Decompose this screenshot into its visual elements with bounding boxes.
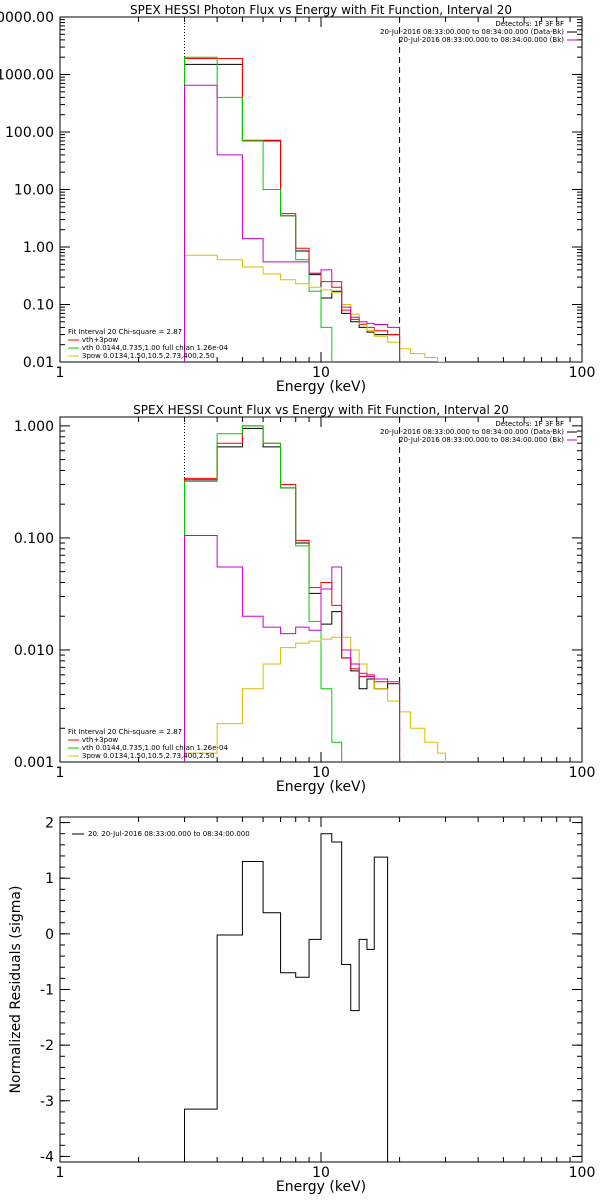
- series-3pow: [184, 636, 447, 762]
- y-tick-label: 0.010: [14, 643, 54, 659]
- plot-area: [184, 833, 389, 1162]
- chart-panel-3: 1 10 100 -4 -3 -2 -1 0 1 2 Energy (keV) Normalized …: [8, 816, 595, 1195]
- x-tick-label: 10: [312, 1165, 330, 1181]
- chart-panel-1: SPEX HESSI Photon Flux vs Energy with Fi…: [0, 3, 595, 395]
- legend-bottom-entry: Fit Interval 20 Chi-square = 2.87: [68, 728, 182, 736]
- y-axis-title: Normalized Residuals (sigma): [8, 886, 24, 1094]
- chart-title: SPEX HESSI Photon Flux vs Energy with Fi…: [130, 3, 512, 17]
- y-tick-label: 0: [45, 927, 54, 943]
- x-axis-title: Energy (keV): [276, 779, 366, 795]
- y-tick-label: -3: [40, 1094, 54, 1110]
- plot-area: [184, 56, 446, 362]
- legend-bottom-entry: Fit Interval 20 Chi-square = 2.87: [68, 328, 182, 336]
- legend-top-entry: Detectors: 1F 3F 8F: [495, 20, 564, 28]
- series-bk: [184, 84, 401, 362]
- series-vth: [184, 425, 343, 762]
- y-tick-label: 0.100: [14, 531, 54, 547]
- y-tick-label: 0.10: [23, 298, 54, 314]
- y-tick-label: 1000.00: [0, 68, 54, 84]
- legend-bottom-entry: 3pow 0.0134,1.50,10.5,2.73,400,2.50: [82, 752, 214, 760]
- series-vth-3pow: [184, 57, 401, 362]
- y-tick-label: 1.000: [14, 419, 54, 435]
- legend-top-entry: Detectors: 1F 3F 8F: [495, 420, 564, 428]
- x-tick-label: 100: [569, 365, 596, 381]
- x-tick-label: 10: [312, 765, 330, 781]
- x-tick-label: 1: [56, 1165, 65, 1181]
- legend-bottom-entry: vth+3pow: [82, 336, 118, 344]
- y-tick-label: 0.001: [14, 755, 54, 771]
- plot-area: [184, 425, 447, 762]
- x-axis-title: Energy (keV): [276, 379, 366, 395]
- x-tick-label: 100: [569, 765, 596, 781]
- y-tick-label: 1: [45, 871, 54, 887]
- legend-bottom-entry: 3pow 0.0134,1.50,10.5,2.73,400,2.50: [82, 352, 214, 360]
- x-tick-label: 100: [569, 1165, 596, 1181]
- legend-bottom-entry: vth+3pow: [82, 736, 118, 744]
- series-bk: [184, 535, 401, 762]
- legend-bottom-entry: vth 0.0144,0.735,1.00 full chian 1.26e-0…: [82, 744, 228, 752]
- series-vth: [184, 56, 343, 362]
- series-20-20-jul-2016-08-33-00-000-to-08-34-00-000: [184, 833, 389, 1162]
- y-tick-label: 10.00: [14, 183, 54, 199]
- legend-top-entry: 20-Jul-2016 08:33:00.000 to 08:34:00.000…: [380, 428, 564, 436]
- legend-inline-entry: 20. 20-Jul-2016 08:33:00.000 to 08:34:00…: [88, 830, 250, 838]
- y-tick-label: 100.00: [5, 125, 54, 141]
- chart-title: SPEX HESSI Count Flux vs Energy with Fit…: [133, 403, 509, 417]
- legend-top-entry: 20-Jul-2016 08:33:00.000 to 08:34:00.000…: [399, 36, 564, 44]
- legend-top-entry: 20-Jul-2016 08:33:00.000 to 08:34:00.000…: [399, 436, 564, 444]
- chart-panel-2: SPEX HESSI Count Flux vs Energy with Fit…: [14, 403, 595, 795]
- x-tick-label: 1: [56, 765, 65, 781]
- legend-top-entry: 20-Jul-2016 08:33:00.000 to 08:34:00.000…: [380, 28, 564, 36]
- y-tick-label: -1: [40, 983, 54, 999]
- y-tick-label: 2: [45, 816, 54, 832]
- series-data-bk: [184, 427, 401, 762]
- x-tick-label: 1: [56, 365, 65, 381]
- y-tick-label: 0.01: [23, 355, 54, 371]
- x-axis-title: Energy (keV): [276, 1179, 366, 1195]
- x-tick-label: 10: [312, 365, 330, 381]
- y-tick-label: -4: [40, 1149, 54, 1165]
- y-tick-label: -2: [40, 1038, 54, 1054]
- y-tick-label: 1.00: [23, 240, 54, 256]
- y-tick-label: 0000.00: [0, 10, 54, 26]
- legend-bottom-entry: vth 0.0144,0.735,1.00 full chian 1.26e-0…: [82, 344, 228, 352]
